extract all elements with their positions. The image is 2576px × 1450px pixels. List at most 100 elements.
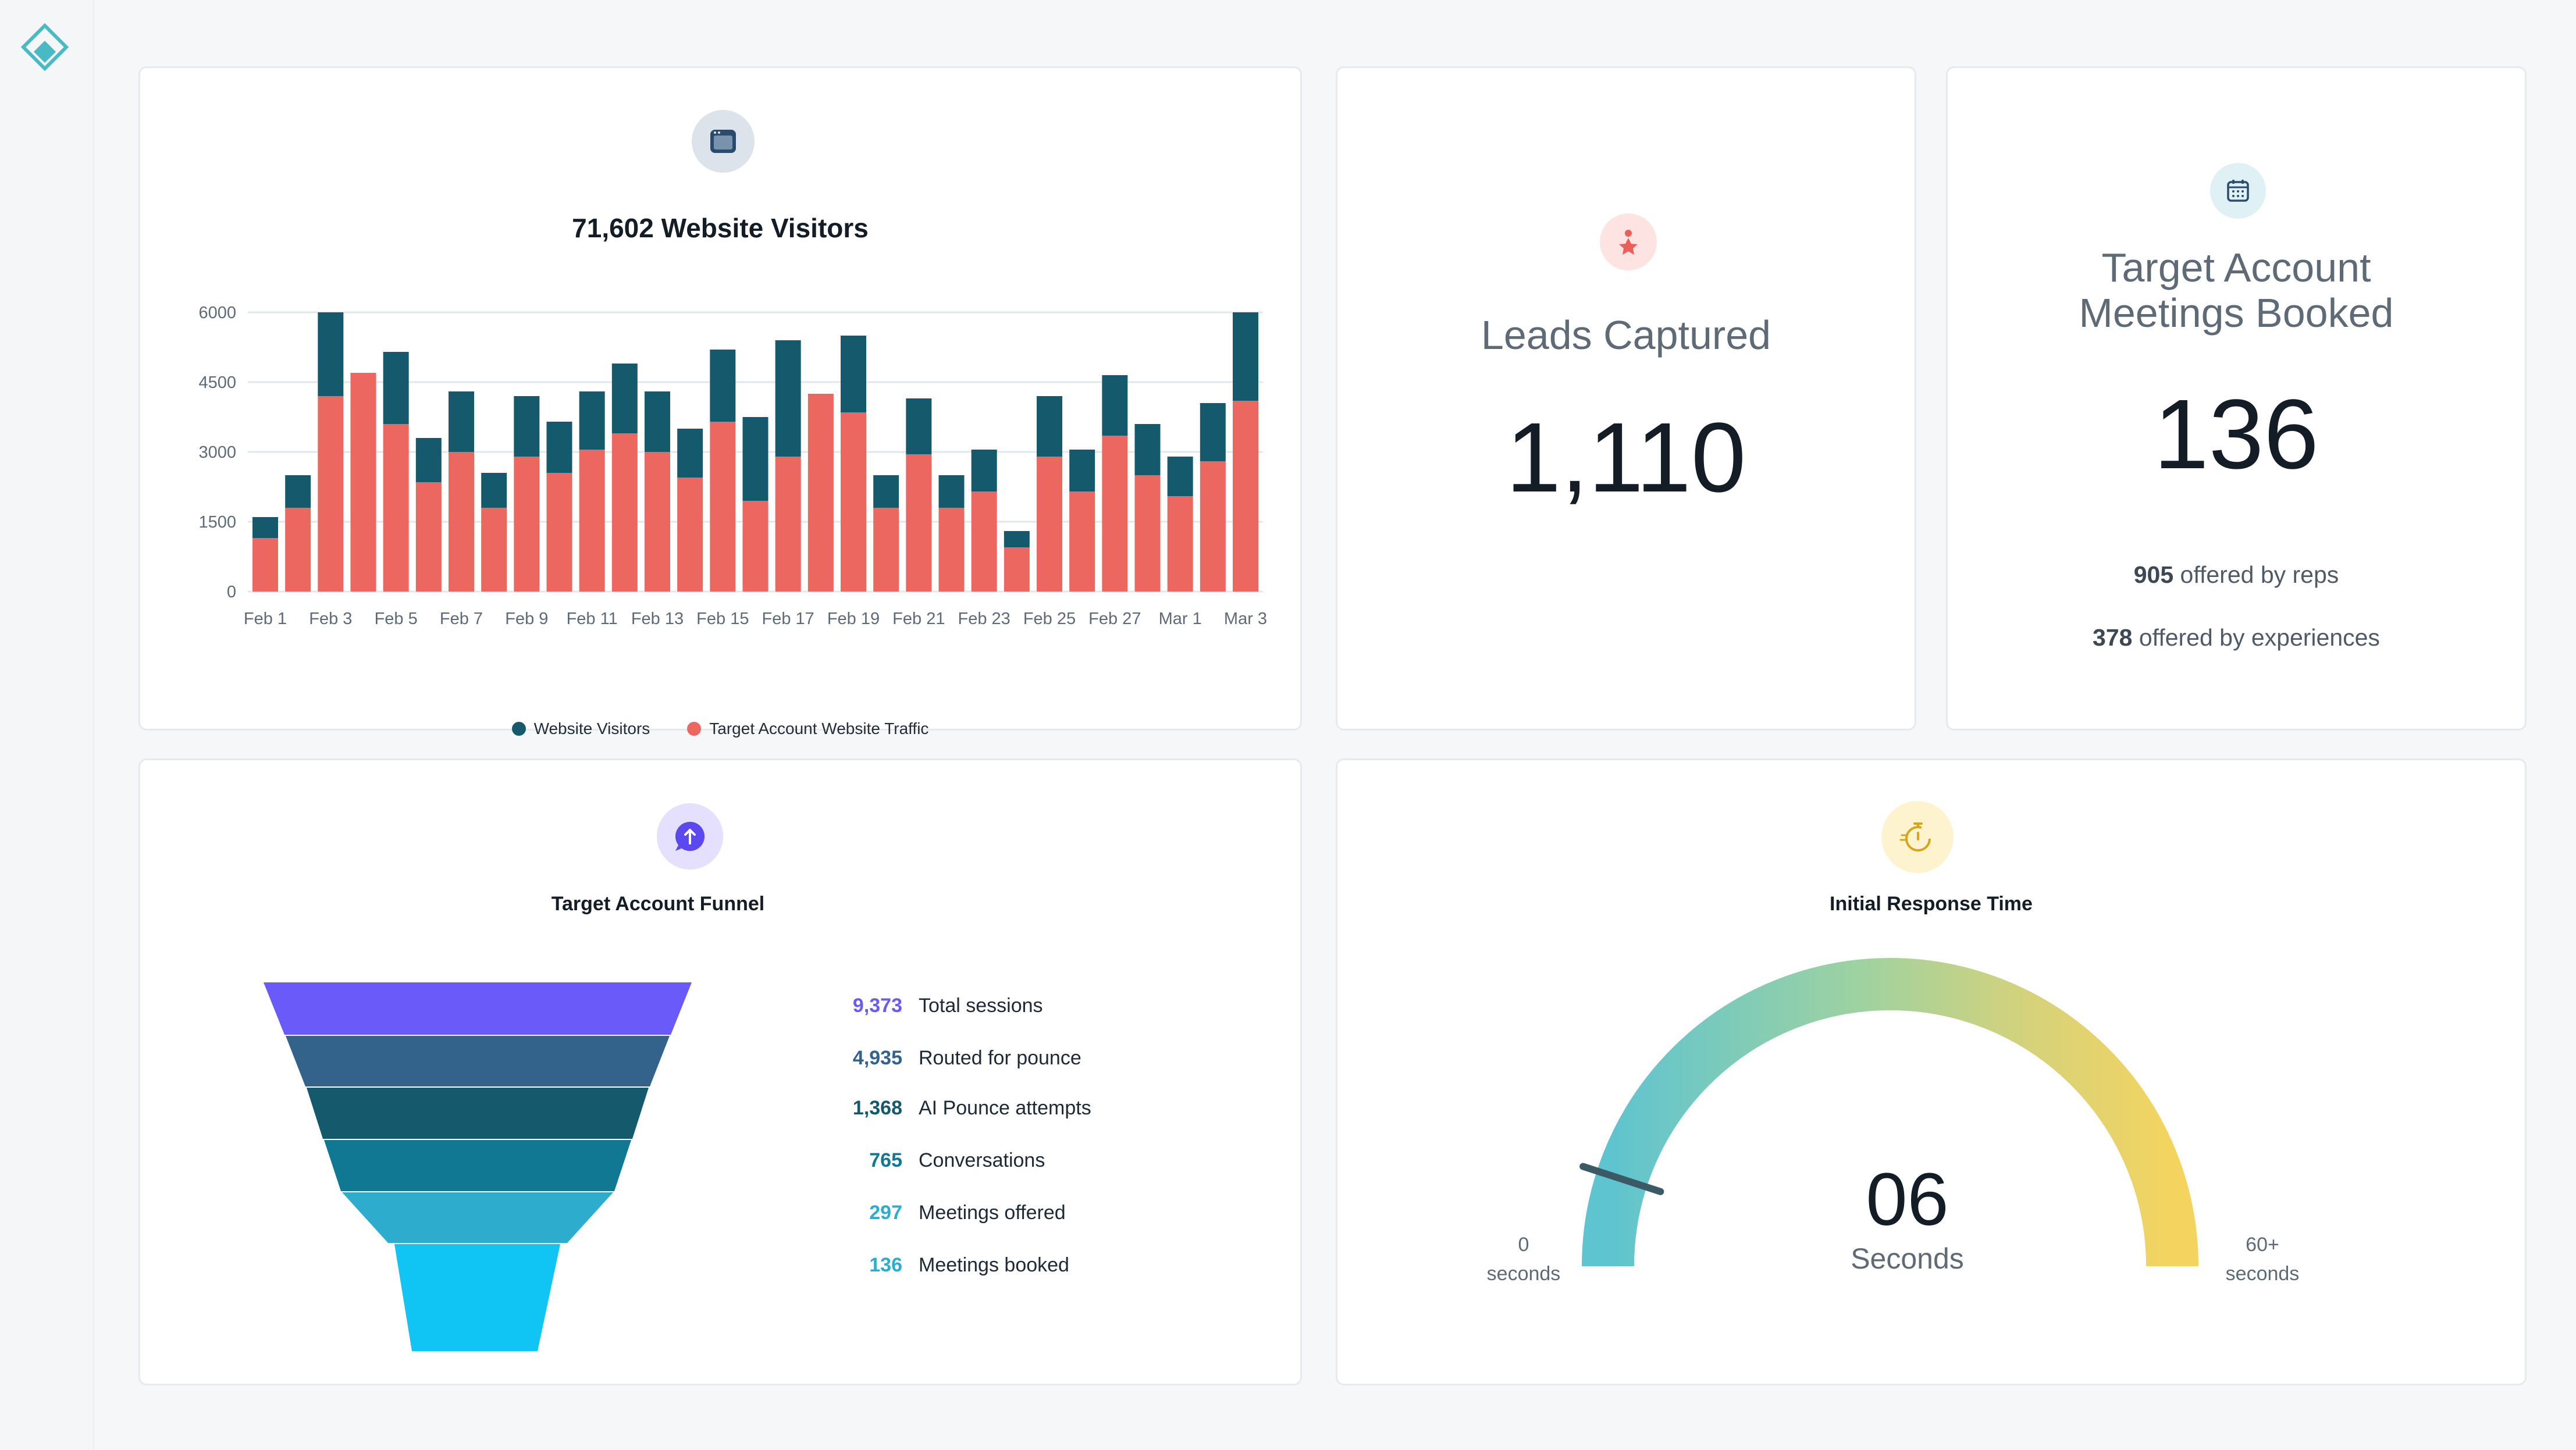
- bar-website-visitors: [579, 391, 605, 450]
- sidebar: [0, 0, 94, 1450]
- leads-captured-title: Leads Captured: [1481, 312, 1771, 358]
- bar-website-visitors: [449, 391, 474, 452]
- website-visitors-title: 71,602 Website Visitors: [572, 213, 869, 243]
- funnel-label: Total sessions: [919, 994, 1043, 1017]
- bar-website-visitors: [1069, 450, 1095, 491]
- bar-target-account-traffic: [1102, 436, 1128, 592]
- response-time-value: 06: [1866, 1158, 1949, 1241]
- x-tick-label: Feb 13: [631, 610, 684, 628]
- funnel-label: AI Pounce attempts: [919, 1096, 1091, 1119]
- bar-website-visitors: [383, 352, 409, 424]
- bar-target-account-traffic: [546, 473, 572, 592]
- bar-target-account-traffic: [350, 373, 376, 592]
- legend-item-target-account-traffic[interactable]: Target Account Website Traffic: [687, 719, 928, 738]
- funnel-stage-ai-pounce-attempts[interactable]: [307, 1088, 649, 1139]
- app-logo[interactable]: [21, 23, 69, 71]
- y-tick-label: 0: [227, 583, 236, 601]
- gauge-arc: [1582, 958, 2198, 1267]
- x-tick-label: Feb 21: [892, 610, 945, 628]
- x-tick-label: Feb 27: [1088, 610, 1141, 628]
- person-star-icon: [1600, 213, 1657, 270]
- bar-website-visitors: [906, 398, 932, 454]
- funnel-title: Target Account Funnel: [551, 893, 765, 915]
- funnel-label: Meetings booked: [919, 1253, 1069, 1276]
- funnel-value: 765: [869, 1149, 902, 1171]
- bar-website-visitors: [1037, 396, 1062, 457]
- bar-website-visitors: [1200, 403, 1226, 461]
- bar-target-account-traffic: [1004, 547, 1030, 592]
- browser-window-icon: [692, 110, 755, 173]
- bar-website-visitors: [415, 438, 442, 482]
- funnel-label: Conversations: [919, 1149, 1045, 1171]
- bar-target-account-traffic: [873, 508, 899, 592]
- funnel-row: 1,368 AI Pounce attempts: [798, 1091, 1091, 1125]
- bar-target-account-traffic: [481, 508, 507, 592]
- leads-captured-value: 1,110: [1506, 402, 1746, 513]
- y-tick-label: 1500: [198, 513, 236, 532]
- x-tick-label: Feb 25: [1023, 610, 1076, 628]
- bar-website-visitors: [318, 312, 344, 396]
- bar-target-account-traffic: [1069, 491, 1095, 592]
- bar-target-account-traffic: [252, 538, 278, 592]
- bar-website-visitors: [645, 391, 670, 452]
- bar-website-visitors: [514, 396, 540, 457]
- y-tick-label: 3000: [198, 443, 236, 462]
- bar-target-account-traffic: [1134, 475, 1161, 592]
- bar-website-visitors: [677, 429, 703, 478]
- bar-target-account-traffic: [677, 478, 703, 592]
- x-tick-label: Feb 3: [309, 610, 352, 628]
- bar-website-visitors: [1102, 375, 1128, 436]
- bar-target-account-traffic: [449, 452, 474, 592]
- bar-target-account-traffic: [645, 452, 670, 592]
- meetings-booked-card: Target Account Meetings Booked 136 905 o…: [1946, 66, 2527, 731]
- bar-website-visitors: [481, 473, 507, 508]
- offered-by-experiences: 378 offered by experiences: [1948, 624, 2525, 651]
- legend-swatch: [687, 722, 702, 736]
- x-tick-label: Feb 7: [440, 610, 483, 628]
- gauge-min-value: 0: [1518, 1234, 1529, 1256]
- funnel-value: 136: [869, 1253, 902, 1276]
- funnel-row: 297 Meetings offered: [798, 1195, 1065, 1230]
- y-tick-label: 4500: [198, 373, 236, 392]
- funnel-row: 136 Meetings booked: [798, 1248, 1069, 1282]
- meetings-booked-title-line2: Meetings Booked: [2079, 290, 2394, 336]
- arrow-up-chat-icon: [657, 803, 723, 870]
- x-tick-label: Mar 1: [1159, 610, 1202, 628]
- bar-website-visitors: [841, 336, 866, 412]
- bar-target-account-traffic: [906, 454, 932, 592]
- funnel-stage-routed-for-pounce[interactable]: [286, 1036, 670, 1086]
- legend-item-website-visitors[interactable]: Website Visitors: [511, 719, 650, 738]
- funnel-stage-conversations[interactable]: [324, 1140, 631, 1191]
- funnel-stage-total-sessions[interactable]: [264, 982, 692, 1035]
- bar-website-visitors: [938, 475, 965, 508]
- legend-label: Website Visitors: [533, 719, 650, 738]
- response-time-title: Initial Response Time: [1830, 893, 2033, 915]
- bar-target-account-traffic: [579, 450, 605, 592]
- response-time-unit: Seconds: [1851, 1242, 1964, 1275]
- bar-website-visitors: [1233, 312, 1258, 401]
- offered-by-reps-value: 905: [2133, 561, 2174, 588]
- bar-target-account-traffic: [383, 424, 409, 592]
- funnel-legend: 9,373 Total sessions 4,935 Routed for po…: [798, 988, 1205, 1314]
- funnel-stage-meetings-offered[interactable]: [342, 1192, 613, 1243]
- bar-website-visitors: [775, 340, 801, 457]
- bar-website-visitors: [546, 422, 572, 473]
- target-account-funnel-card: Target Account Funnel 9,373 Total sessio…: [138, 758, 1302, 1385]
- bar-target-account-traffic: [1037, 457, 1062, 592]
- bar-website-visitors: [873, 475, 899, 508]
- funnel-row: 9,373 Total sessions: [798, 988, 1043, 1023]
- gauge-max-unit: seconds: [2225, 1263, 2300, 1285]
- leads-captured-card: Leads Captured 1,110: [1336, 66, 1916, 731]
- bar-target-account-traffic: [285, 508, 311, 592]
- funnel-label: Routed for pounce: [919, 1046, 1081, 1069]
- bar-website-visitors: [1167, 457, 1193, 496]
- bar-website-visitors: [1004, 531, 1030, 547]
- funnel-stage-meetings-booked[interactable]: [394, 1244, 560, 1351]
- gauge-min-label: 0 seconds: [1465, 1230, 1582, 1288]
- bar-target-account-traffic: [807, 394, 834, 592]
- bar-target-account-traffic: [415, 482, 442, 592]
- meetings-booked-title-line1: Target Account: [2101, 245, 2371, 290]
- stopwatch-icon: [1881, 801, 1954, 873]
- bar-target-account-traffic: [775, 457, 801, 592]
- bar-target-account-traffic: [1233, 401, 1258, 592]
